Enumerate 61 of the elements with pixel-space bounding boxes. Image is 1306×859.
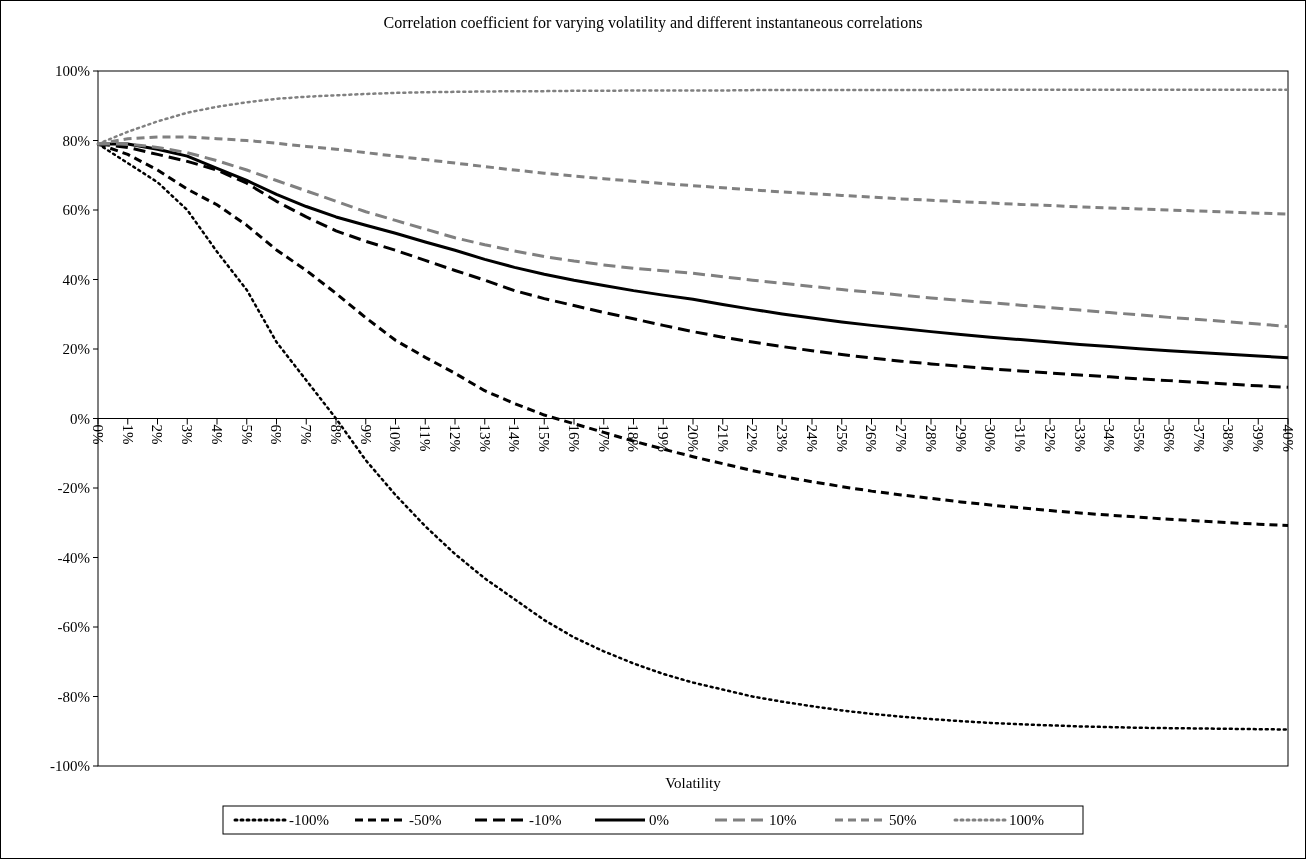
x-tick-label: 40% xyxy=(1279,424,1296,452)
x-tick-label: 21% xyxy=(714,424,731,452)
x-tick-label: 1% xyxy=(119,424,136,445)
x-tick-label: 7% xyxy=(298,424,314,445)
x-tick-label: 16% xyxy=(565,424,582,452)
legend-label: 50% xyxy=(889,812,917,829)
x-tick-label: 38% xyxy=(1220,424,1237,452)
x-tick-label: 0% xyxy=(89,424,106,445)
x-tick-label: 3% xyxy=(179,424,195,445)
y-tick-label: 20% xyxy=(62,341,90,358)
x-tick-label: 36% xyxy=(1160,424,1177,452)
x-tick-label: 34% xyxy=(1101,424,1118,452)
x-tick-label: 29% xyxy=(952,424,969,452)
y-tick-label: -60% xyxy=(57,619,90,636)
legend-label: 10% xyxy=(769,812,797,829)
x-tick-label: 10% xyxy=(387,424,404,452)
legend-label: -100% xyxy=(289,812,329,829)
x-tick-label: 17% xyxy=(595,424,612,452)
x-tick-label: 8% xyxy=(327,424,344,445)
x-tick-label: 5% xyxy=(238,424,255,445)
x-axis-title: Volatility xyxy=(665,775,722,791)
x-tick-label: 11% xyxy=(417,424,433,452)
y-tick-label: -20% xyxy=(57,480,90,497)
y-tick-label: 100% xyxy=(55,63,90,80)
x-tick-label: 25% xyxy=(833,424,850,452)
x-tick-label: 33% xyxy=(1071,424,1088,452)
x-tick-label: 24% xyxy=(803,424,820,452)
x-tick-label: 9% xyxy=(357,424,374,445)
y-tick-label: 0% xyxy=(70,410,90,427)
legend-label: -10% xyxy=(529,812,562,829)
x-tick-label: 18% xyxy=(625,424,642,452)
y-tick-label: -80% xyxy=(57,688,90,705)
x-tick-label: 32% xyxy=(1041,424,1058,452)
y-tick-label: 60% xyxy=(62,202,90,219)
x-tick-label: 35% xyxy=(1131,424,1147,452)
legend-label: 100% xyxy=(1009,812,1044,829)
x-tick-label: 13% xyxy=(476,424,493,452)
x-tick-label: 23% xyxy=(774,424,790,452)
x-tick-label: 26% xyxy=(863,424,880,452)
x-tick-label: 28% xyxy=(922,424,939,452)
x-tick-label: 31% xyxy=(1012,424,1028,452)
y-tick-label: -100% xyxy=(50,758,90,775)
x-tick-label: 2% xyxy=(149,424,166,445)
y-tick-label: 80% xyxy=(62,132,90,149)
x-tick-label: 12% xyxy=(446,424,463,452)
x-tick-label: 37% xyxy=(1190,424,1207,452)
x-tick-label: 19% xyxy=(655,424,671,452)
legend-label: 0% xyxy=(649,812,669,829)
x-tick-label: 14% xyxy=(506,424,523,452)
x-tick-label: 30% xyxy=(982,424,999,452)
x-tick-label: 20% xyxy=(684,424,701,452)
x-tick-label: 4% xyxy=(208,424,225,445)
x-tick-label: 22% xyxy=(744,424,761,452)
y-tick-label: -40% xyxy=(57,549,90,566)
legend-label: -50% xyxy=(409,812,442,829)
x-tick-label: 15% xyxy=(536,424,552,452)
y-tick-label: 40% xyxy=(62,271,90,288)
x-tick-label: 6% xyxy=(268,424,285,445)
x-tick-label: 39% xyxy=(1250,424,1266,452)
chart-title: Correlation coefficient for varying volatility and different instantaneous correlations xyxy=(383,14,923,32)
x-tick-label: 27% xyxy=(893,424,909,452)
